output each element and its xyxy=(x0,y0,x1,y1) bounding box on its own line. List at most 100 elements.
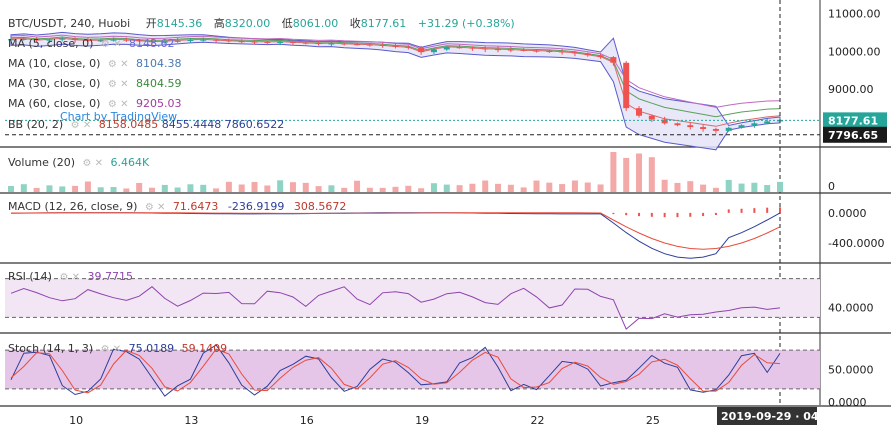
stoch-k-line xyxy=(10,344,781,397)
candle-body xyxy=(610,57,617,63)
rsi-value: 39.7715 xyxy=(87,270,133,283)
ma5-value: 8148.62 xyxy=(128,37,175,50)
settings-icon[interactable]: ⚙ ✕ xyxy=(70,120,92,131)
candle-body xyxy=(443,47,450,50)
macd-label: MACD (12, 26, close, 9) xyxy=(8,200,138,213)
candle-body xyxy=(674,123,681,126)
macd-histogram-bar xyxy=(650,212,653,217)
high-label: 高 xyxy=(213,17,225,30)
macd-axis-tick: 0.0000 xyxy=(828,207,867,220)
volume-bar xyxy=(584,182,591,192)
volume-bar xyxy=(341,187,348,192)
macd-histogram-bar xyxy=(663,212,666,218)
tradingview-watermark[interactable]: Chart by TradingView xyxy=(60,110,178,123)
volume-bar xyxy=(277,180,284,192)
volume-bar xyxy=(700,184,707,192)
settings-icon[interactable]: ⚙ ✕ xyxy=(144,202,166,213)
last-price-tag-text: 8177.61 xyxy=(828,114,878,127)
settings-icon[interactable]: ⚙ ✕ xyxy=(100,39,122,50)
volume-bar xyxy=(315,186,322,192)
rsi-legend[interactable]: RSI (14) ⚙ ✕ 39.7715 xyxy=(8,270,133,283)
candle-body xyxy=(687,125,694,128)
settings-icon[interactable]: ⚙ ✕ xyxy=(107,99,129,110)
crosshair-price-tag-text: 7796.65 xyxy=(828,129,878,142)
macd-legend[interactable]: MACD (12, 26, close, 9) ⚙ ✕ 71.6473 -236… xyxy=(8,200,346,213)
volume-bar xyxy=(764,185,771,192)
candle-body xyxy=(110,39,117,41)
candle-body xyxy=(495,49,502,51)
settings-icon[interactable]: ⚙ ✕ xyxy=(59,272,80,283)
candle-body xyxy=(482,48,489,50)
volume-bar xyxy=(59,186,66,192)
macd-histogram-bar xyxy=(753,208,756,213)
volume-legend[interactable]: Volume (20) ⚙ ✕ 6.464K xyxy=(8,156,149,169)
candle-body xyxy=(225,40,232,42)
volume-bar xyxy=(148,187,155,192)
candle-body xyxy=(623,62,630,109)
candle-body xyxy=(700,127,707,129)
low-label: 低 xyxy=(281,17,293,30)
candle-body xyxy=(392,45,399,47)
volume-bar xyxy=(674,182,681,192)
candle-body xyxy=(430,49,437,53)
volume-label: Volume (20) xyxy=(8,156,75,169)
candle-body xyxy=(251,41,258,43)
volume-bar xyxy=(302,182,309,192)
macd-histogram-bar xyxy=(676,212,679,218)
settings-icon[interactable]: ⚙ ✕ xyxy=(100,344,122,355)
macd-histogram-bar xyxy=(638,212,641,217)
volume-bar xyxy=(366,187,373,192)
candle-body xyxy=(456,47,463,49)
volume-bar xyxy=(636,153,643,192)
price-axis-tick: 11000.00 xyxy=(828,8,881,21)
crosshair-date-tag-text: 2019-09-29 · 04:00 xyxy=(721,410,839,423)
settings-icon[interactable]: ⚙ ✕ xyxy=(107,79,129,90)
time-axis-tick: 16 xyxy=(300,414,314,427)
price-axis-tick: 10000.00 xyxy=(828,45,881,58)
volume-bar xyxy=(751,182,758,192)
volume-axis-tick: 0 xyxy=(828,180,835,193)
ma10-label: MA (10, close, 0) xyxy=(8,57,101,70)
volume-bar xyxy=(213,188,220,192)
candle-body xyxy=(148,41,155,43)
ma60-label: MA (60, close, 0) xyxy=(8,97,101,110)
volume-bar xyxy=(46,185,53,192)
bb-value-3: 7860.6522 xyxy=(224,118,285,131)
volume-bar xyxy=(469,183,476,192)
candle-body xyxy=(264,41,271,43)
stoch-d-line xyxy=(10,348,781,394)
macd-histogram-bar xyxy=(689,212,692,217)
ma60-legend[interactable]: MA (60, close, 0) ⚙ ✕ 9205.03 xyxy=(8,97,181,110)
volume-bar xyxy=(777,181,783,192)
ma5-legend[interactable]: MA (5, close, 0) ⚙ ✕ 8148.62 xyxy=(8,37,174,50)
ma10-legend[interactable]: MA (10, close, 0) ⚙ ✕ 8104.38 xyxy=(8,57,181,70)
volume-bar xyxy=(161,184,168,192)
macd-value-1: 71.6473 xyxy=(172,200,219,213)
candle-body xyxy=(520,49,527,51)
time-axis-tick: 22 xyxy=(530,414,544,427)
candle-body xyxy=(136,40,143,42)
volume-bar xyxy=(443,184,450,192)
stoch-legend[interactable]: Stoch (14, 1, 3) ⚙ ✕ 75.0189 59.1409 xyxy=(8,342,227,355)
settings-icon[interactable]: ⚙ ✕ xyxy=(82,158,104,169)
macd-histogram-bar xyxy=(625,212,628,216)
stoch-axis-tick: 50.0000 xyxy=(828,364,874,377)
crosshair-date-tag xyxy=(717,407,817,425)
symbol-label: BTC/USDT, 240, Huobi xyxy=(8,17,131,30)
time-axis-tick: 13 xyxy=(184,414,198,427)
ma30-legend[interactable]: MA (30, close, 0) ⚙ ✕ 8404.59 xyxy=(8,77,181,90)
volume-bar xyxy=(687,181,694,192)
candle-body xyxy=(584,53,591,56)
last-price-tag xyxy=(823,112,887,129)
ma30-label: MA (30, close, 0) xyxy=(8,77,101,90)
bb-legend[interactable]: BB (20, 2) ⚙ ✕ 8158.0485 8455.4448 7860.… xyxy=(8,118,284,131)
candle-body xyxy=(507,49,514,51)
volume-bar xyxy=(289,182,296,192)
volume-bar xyxy=(533,180,540,192)
candle-body xyxy=(20,38,27,40)
candle-body xyxy=(33,38,40,41)
settings-icon[interactable]: ⚙ ✕ xyxy=(107,59,129,70)
macd-histogram-bar xyxy=(612,212,615,215)
change-value: +31.29 (+0.38%) xyxy=(417,17,515,30)
